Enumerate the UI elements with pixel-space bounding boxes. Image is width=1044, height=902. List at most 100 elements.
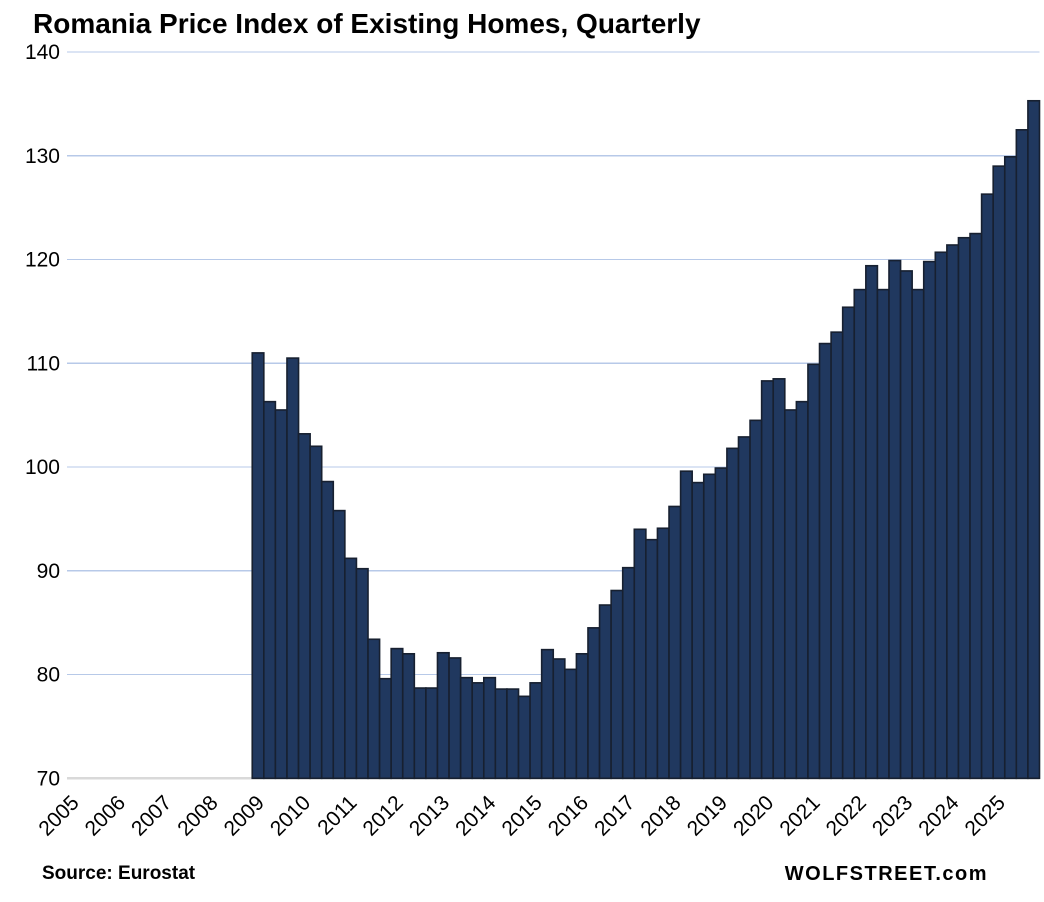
bar-2017Q4 <box>656 527 670 780</box>
bar-2015Q3 <box>552 658 566 780</box>
bar-2017Q2 <box>633 528 647 780</box>
bar-2022Q1 <box>853 288 867 780</box>
bar-2018Q3 <box>691 481 705 780</box>
bar-2017Q1 <box>621 566 636 780</box>
x-tick-label: 2025 <box>961 791 1010 840</box>
x-tick-label: 2013 <box>405 791 454 840</box>
bar-2019Q4 <box>749 419 763 780</box>
x-tick-label: 2020 <box>729 791 778 840</box>
bar-2025Q2 <box>1003 155 1018 780</box>
bar-2018Q4 <box>702 473 717 780</box>
x-tick-label: 2008 <box>173 791 222 840</box>
x-tick-label: 2012 <box>359 791 408 840</box>
bar-2012Q1 <box>390 647 404 780</box>
bar-2024Q4 <box>980 193 994 780</box>
bar-2020Q3 <box>783 409 798 780</box>
bar-2023Q4 <box>934 251 948 780</box>
bar-2019Q1 <box>714 467 728 780</box>
bar-2023Q1 <box>899 270 913 780</box>
bar-2013Q4 <box>471 682 485 780</box>
bar-2009Q4 <box>286 357 300 780</box>
bar-2011Q2 <box>355 567 369 780</box>
bar-2013Q2 <box>448 657 462 780</box>
bar-2022Q3 <box>876 288 890 780</box>
bar-2021Q4 <box>841 306 856 780</box>
bar-2020Q2 <box>772 378 786 780</box>
y-tick-label: 100 <box>25 456 60 479</box>
bar-2012Q3 <box>413 687 427 780</box>
x-tick-label: 2019 <box>683 791 732 840</box>
bar-2018Q2 <box>679 470 693 780</box>
x-tick-label: 2005 <box>34 791 83 840</box>
y-tick-label: 70 <box>37 767 60 790</box>
x-tick-label: 2009 <box>220 791 269 840</box>
bar-2014Q1 <box>482 676 497 780</box>
y-tick-label: 140 <box>25 41 60 64</box>
bar-2018Q1 <box>668 505 682 780</box>
x-tick-label: 2014 <box>451 791 501 841</box>
bar-2021Q3 <box>830 331 844 780</box>
bar-2020Q1 <box>760 380 775 780</box>
bar-2024Q1 <box>946 244 960 780</box>
bar-2024Q3 <box>969 232 983 780</box>
bar-2022Q4 <box>888 259 902 780</box>
bar-2009Q3 <box>274 409 288 780</box>
x-tick-label: 2023 <box>868 791 917 840</box>
bar-2025Q3 <box>1015 129 1029 780</box>
bar-2021Q1 <box>807 363 821 780</box>
x-tick-label: 2015 <box>497 791 546 840</box>
bar-2021Q2 <box>818 342 832 780</box>
y-tick-label: 90 <box>37 560 60 583</box>
bar-2013Q3 <box>459 676 474 780</box>
bar-2013Q1 <box>436 651 450 780</box>
x-tick-label: 2007 <box>127 791 176 840</box>
x-tick-label: 2018 <box>636 791 685 840</box>
x-tick-label: 2024 <box>914 791 964 841</box>
bar-2010Q2 <box>309 445 323 780</box>
bar-2009Q2 <box>263 400 277 780</box>
bar-2014Q2 <box>494 688 508 780</box>
bar-2014Q4 <box>517 695 531 780</box>
y-tick-label: 120 <box>25 249 60 272</box>
bar-2019Q3 <box>737 436 751 780</box>
bar-2010Q4 <box>332 509 346 780</box>
source-note: Source: Eurostat <box>42 863 196 884</box>
x-tick-label: 2011 <box>313 791 361 839</box>
y-tick-label: 110 <box>27 352 60 375</box>
bar-2011Q3 <box>367 638 381 780</box>
brand-watermark: WOLFSTREET.com <box>784 863 988 885</box>
bar-2012Q4 <box>425 687 439 780</box>
chart-title: Romania Price Index of Existing Homes, Q… <box>33 8 701 39</box>
bar-2016Q3 <box>598 604 612 780</box>
x-tick-label: 2006 <box>81 791 130 840</box>
bar-2014Q3 <box>506 688 520 780</box>
bar-2011Q1 <box>344 557 358 780</box>
bar-2010Q1 <box>297 433 311 780</box>
bar-2015Q2 <box>540 648 555 780</box>
bar-2016Q1 <box>575 652 589 780</box>
y-tick-label: 80 <box>37 664 60 687</box>
x-tick-label: 2016 <box>544 791 593 840</box>
x-tick-label: 2021 <box>775 791 824 840</box>
bar-2009Q1 <box>251 352 265 780</box>
bar-2020Q4 <box>795 400 809 780</box>
bar-2025Q1 <box>992 165 1006 780</box>
bar-2016Q2 <box>587 627 601 780</box>
bar-2017Q3 <box>645 538 659 780</box>
x-tick-label: 2010 <box>266 791 315 840</box>
bar-2024Q2 <box>957 236 971 780</box>
bar-2015Q4 <box>564 668 578 780</box>
bar-2022Q2 <box>865 264 879 780</box>
bar-2023Q3 <box>922 260 937 780</box>
bar-2012Q2 <box>401 652 416 780</box>
bar-2015Q1 <box>529 682 543 780</box>
y-tick-label: 130 <box>25 145 60 168</box>
bar-2016Q4 <box>610 589 624 780</box>
x-tick-label: 2022 <box>822 791 871 840</box>
bar-2011Q4 <box>378 677 392 780</box>
bar-2023Q2 <box>911 288 925 780</box>
bar-2019Q2 <box>726 447 740 780</box>
bar-2010Q3 <box>320 480 335 780</box>
x-tick-label: 2017 <box>590 791 639 840</box>
